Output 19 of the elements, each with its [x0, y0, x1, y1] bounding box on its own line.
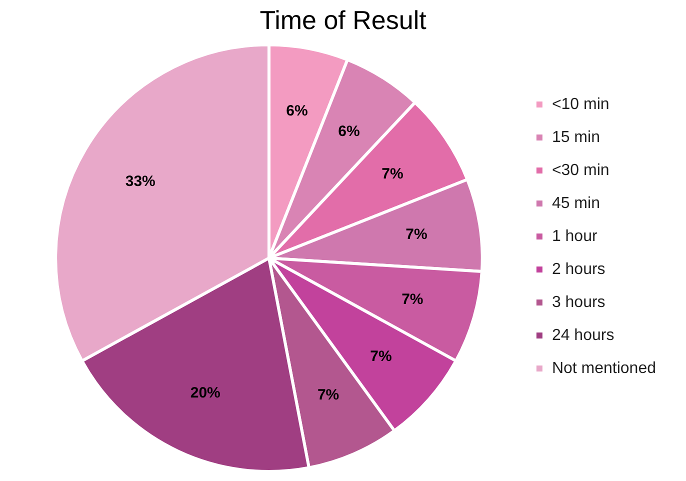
chart-title: Time of Result [260, 4, 428, 35]
data-label: 7% [317, 386, 340, 404]
data-label: 20% [190, 384, 220, 402]
legend-label: <30 min [552, 162, 610, 179]
data-label: 6% [338, 123, 360, 140]
data-label: 7% [402, 290, 424, 308]
legend-label: 1 hour [552, 228, 598, 245]
legend-label: 45 min [552, 194, 600, 212]
data-label: 6% [286, 102, 308, 120]
legend-label: Not mentioned [552, 360, 656, 377]
data-label: 7% [406, 226, 428, 243]
data-label: 7% [370, 348, 392, 366]
legend-label: 2 hours [552, 260, 606, 278]
data-label: 33% [125, 173, 156, 190]
legend-label: <10 min [552, 96, 610, 113]
data-label: 7% [382, 165, 404, 182]
legend-label: 15 min [552, 128, 600, 146]
legend-label: 24 hours [552, 326, 614, 344]
legend-label: 3 hours [552, 294, 606, 311]
